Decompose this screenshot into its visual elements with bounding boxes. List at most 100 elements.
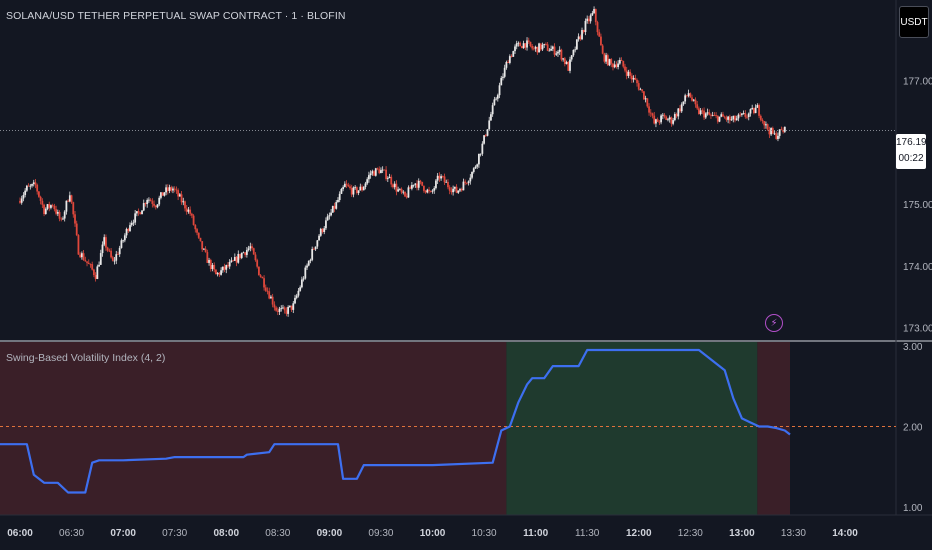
candle-body <box>154 205 157 208</box>
candle-body <box>522 43 525 49</box>
candle-body <box>634 77 637 80</box>
candle-body <box>74 214 76 224</box>
candle-body <box>527 40 530 42</box>
candle-body <box>653 115 656 124</box>
indicator-title[interactable]: Swing-Based Volatility Index (4, 2) <box>6 352 166 364</box>
candle-body <box>429 191 432 192</box>
candle-body <box>584 20 587 33</box>
candle-body <box>629 71 632 76</box>
candle-body <box>110 250 112 258</box>
indicator-pane[interactable] <box>0 342 896 515</box>
candle-body <box>240 252 243 258</box>
candle-body <box>740 113 743 115</box>
candle-body <box>70 195 73 203</box>
candle-body <box>565 61 568 65</box>
indicator-axis[interactable]: 3.00 2.00 1.00 <box>903 342 923 514</box>
price-pane[interactable] <box>0 0 896 340</box>
candle-body <box>673 114 676 121</box>
candle-body <box>270 296 272 299</box>
candle-body <box>173 188 176 190</box>
candle-body <box>63 211 66 219</box>
candle-body <box>759 115 762 120</box>
candle-body <box>89 264 92 265</box>
candle-body <box>703 110 705 118</box>
candle-body <box>213 264 216 270</box>
candle-body <box>783 126 786 132</box>
candle-body <box>65 200 68 212</box>
candle-body <box>421 181 424 186</box>
candle-body <box>316 240 319 247</box>
candle-body <box>517 42 520 44</box>
candle-body <box>589 15 592 22</box>
candle-body <box>362 187 365 191</box>
candle-body <box>706 112 709 114</box>
candle-body <box>754 107 757 114</box>
candle-body <box>655 119 657 124</box>
candle-body <box>216 272 219 275</box>
currency-button[interactable]: USDT <box>899 6 929 38</box>
candle-body <box>596 22 599 33</box>
candle-body <box>24 190 27 195</box>
time-axis[interactable]: 06:00 06:30 07:00 07:30 08:00 08:30 09:00 09:30… <box>7 528 858 539</box>
candle-body <box>672 120 675 124</box>
candle-body <box>381 169 384 171</box>
candle-body <box>460 189 463 191</box>
candle-body <box>376 168 379 170</box>
candle-body <box>586 18 589 21</box>
candle-body <box>455 186 458 193</box>
candle-body <box>428 189 430 192</box>
candle-body <box>86 261 88 263</box>
lightning-icon[interactable]: ⚡ <box>765 314 783 332</box>
candle-body <box>27 185 30 187</box>
candle-body <box>184 201 186 209</box>
candle-body <box>761 119 764 122</box>
regime-low-band <box>0 342 507 515</box>
time-tick-label: 06:30 <box>59 528 84 539</box>
candle-body <box>378 169 381 174</box>
candle-body <box>259 275 262 277</box>
volatility-index-line <box>0 348 791 494</box>
candle-body <box>385 169 387 179</box>
symbol-title[interactable]: SOLANA/USD TETHER PERPETUAL SWAP CONTRAC… <box>6 10 346 22</box>
price-axis[interactable]: 177.00 175.00 174.00 173.00 <box>903 76 932 334</box>
candle-body <box>189 209 192 214</box>
candle-body <box>388 176 391 179</box>
candle-body <box>192 215 195 225</box>
candle-body <box>536 46 539 53</box>
candle-body <box>467 181 470 184</box>
candle-body <box>591 13 594 16</box>
candle-body <box>632 77 635 80</box>
candle-body <box>569 59 571 71</box>
candle-body <box>615 64 618 68</box>
candle-body <box>108 250 111 252</box>
candle-body <box>139 212 142 215</box>
candle-body <box>149 199 152 202</box>
candle-body <box>196 229 198 233</box>
candle-body <box>639 89 642 91</box>
candle-body <box>123 235 126 241</box>
candle-body <box>742 113 745 114</box>
candle-body <box>400 188 403 193</box>
candle-body <box>211 264 214 270</box>
candle-body <box>297 290 300 296</box>
candle-body <box>397 189 400 192</box>
candle-body <box>268 291 271 299</box>
candle-body <box>519 42 522 47</box>
candle-body <box>84 260 87 262</box>
time-tick-label: 11:30 <box>575 528 600 539</box>
candle-body <box>424 190 427 193</box>
candle-body <box>529 41 532 46</box>
candle-body <box>31 184 33 186</box>
candle-body <box>710 114 712 116</box>
candle-body <box>111 257 114 261</box>
candle-body <box>304 267 307 279</box>
last-price-value: 176.19 <box>896 137 927 148</box>
candle-body <box>340 188 343 194</box>
candle-body <box>661 114 664 116</box>
candle-body <box>350 188 353 195</box>
candle-body <box>471 171 473 178</box>
time-tick-label: 13:30 <box>781 528 806 539</box>
candle-body <box>319 228 322 236</box>
bar-countdown: 00:22 <box>898 153 924 164</box>
